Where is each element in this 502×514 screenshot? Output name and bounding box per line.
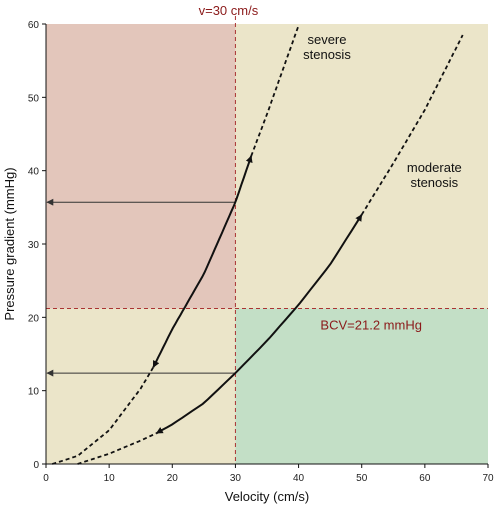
region-2 [46,308,236,464]
y-tick-label: 50 [28,93,40,104]
velocity-reference-label: v=30 cm/s [199,3,259,18]
series-label-line: stenosis [303,47,351,62]
y-axis-title: Pressure gradient (mmHg) [2,167,17,320]
series-label-line: severe [307,32,346,47]
series-0-segment-0 [52,366,155,465]
y-tick-label: 40 [28,167,40,178]
x-tick-label: 50 [356,473,368,484]
y-tick-label: 10 [28,387,40,398]
series-label-line: moderate [407,160,462,175]
axes: 0 10 20 30 40 50 60 70 0 10 20 30 40 50 60 [28,20,494,484]
x-tick-label: 30 [230,473,242,484]
series-1-segment-2 [360,34,464,216]
series-0-segment-2 [250,25,300,157]
y-tick-label: 20 [28,313,40,324]
x-tick-label: 0 [43,473,49,484]
series-1-segment-0 [77,432,157,465]
pressure-reference-label: BCV=21.2 mmHg [320,318,422,333]
x-tick-label: 40 [293,473,305,484]
x-tick-label: 60 [419,473,431,484]
x-axis-title: Velocity (cm/s) [225,489,310,504]
background-regions [46,24,488,464]
y-tick-label: 30 [28,240,40,251]
series-1-segment-1 [155,214,363,435]
x-tick-label: 10 [104,473,116,484]
x-tick-label: 20 [167,473,179,484]
series-label-line: stenosis [410,175,458,190]
series-label-0: severe stenosis [303,32,351,62]
y-tick-label: 0 [33,460,39,471]
x-tick-label: 70 [482,473,494,484]
y-tick-label: 60 [28,20,40,31]
series-label-1: moderate stenosis [407,160,462,190]
